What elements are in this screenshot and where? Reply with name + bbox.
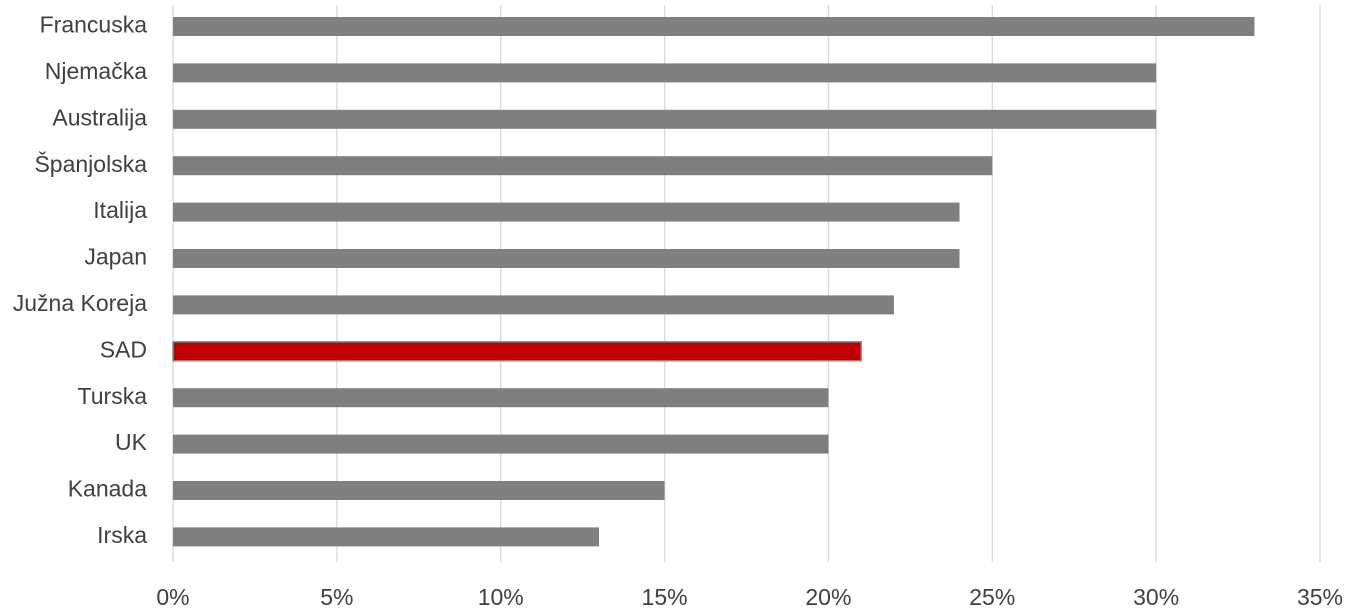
bar-10 bbox=[173, 481, 665, 500]
bar-9 bbox=[173, 434, 829, 454]
bar-4 bbox=[173, 202, 960, 222]
category-labels: Francuska Njemačka Australija Španjolska Ita… bbox=[13, 12, 148, 548]
bar-5 bbox=[173, 249, 960, 268]
bar-1 bbox=[173, 63, 1157, 83]
bar-6 bbox=[173, 295, 894, 315]
bar-7 bbox=[172, 341, 862, 362]
category-label: UK bbox=[115, 429, 148, 455]
x-axis-tick-labels: 0% 5% 10% 15% 20% 25% 30% 35% bbox=[156, 584, 1343, 610]
bar-2 bbox=[173, 109, 1157, 129]
x-tick-label: 20% bbox=[805, 584, 851, 610]
category-label: Njemačka bbox=[45, 58, 147, 84]
category-label: Francuska bbox=[40, 12, 148, 38]
bar-3 bbox=[173, 156, 993, 176]
gridlines bbox=[172, 5, 1321, 562]
x-tick-label: 10% bbox=[478, 584, 524, 610]
category-label: Irska bbox=[97, 522, 147, 548]
category-label: Turska bbox=[78, 383, 148, 409]
category-label: Južna Koreja bbox=[13, 290, 147, 316]
bar-0 bbox=[173, 17, 1255, 36]
category-label: Italija bbox=[93, 197, 147, 223]
x-tick-label: 5% bbox=[320, 584, 353, 610]
bars bbox=[172, 17, 1255, 547]
category-label: Australija bbox=[52, 104, 147, 130]
x-tick-label: 25% bbox=[969, 584, 1015, 610]
x-tick-label: 15% bbox=[642, 584, 688, 610]
x-tick-label: 30% bbox=[1133, 584, 1179, 610]
bar-11 bbox=[173, 527, 600, 547]
bar-8 bbox=[173, 388, 829, 408]
category-label: Španjolska bbox=[34, 150, 147, 177]
category-label: Japan bbox=[84, 244, 147, 270]
category-label: SAD bbox=[100, 336, 147, 362]
x-tick-label: 35% bbox=[1297, 584, 1343, 610]
category-label: Kanada bbox=[68, 476, 148, 502]
x-tick-label: 0% bbox=[156, 584, 189, 610]
